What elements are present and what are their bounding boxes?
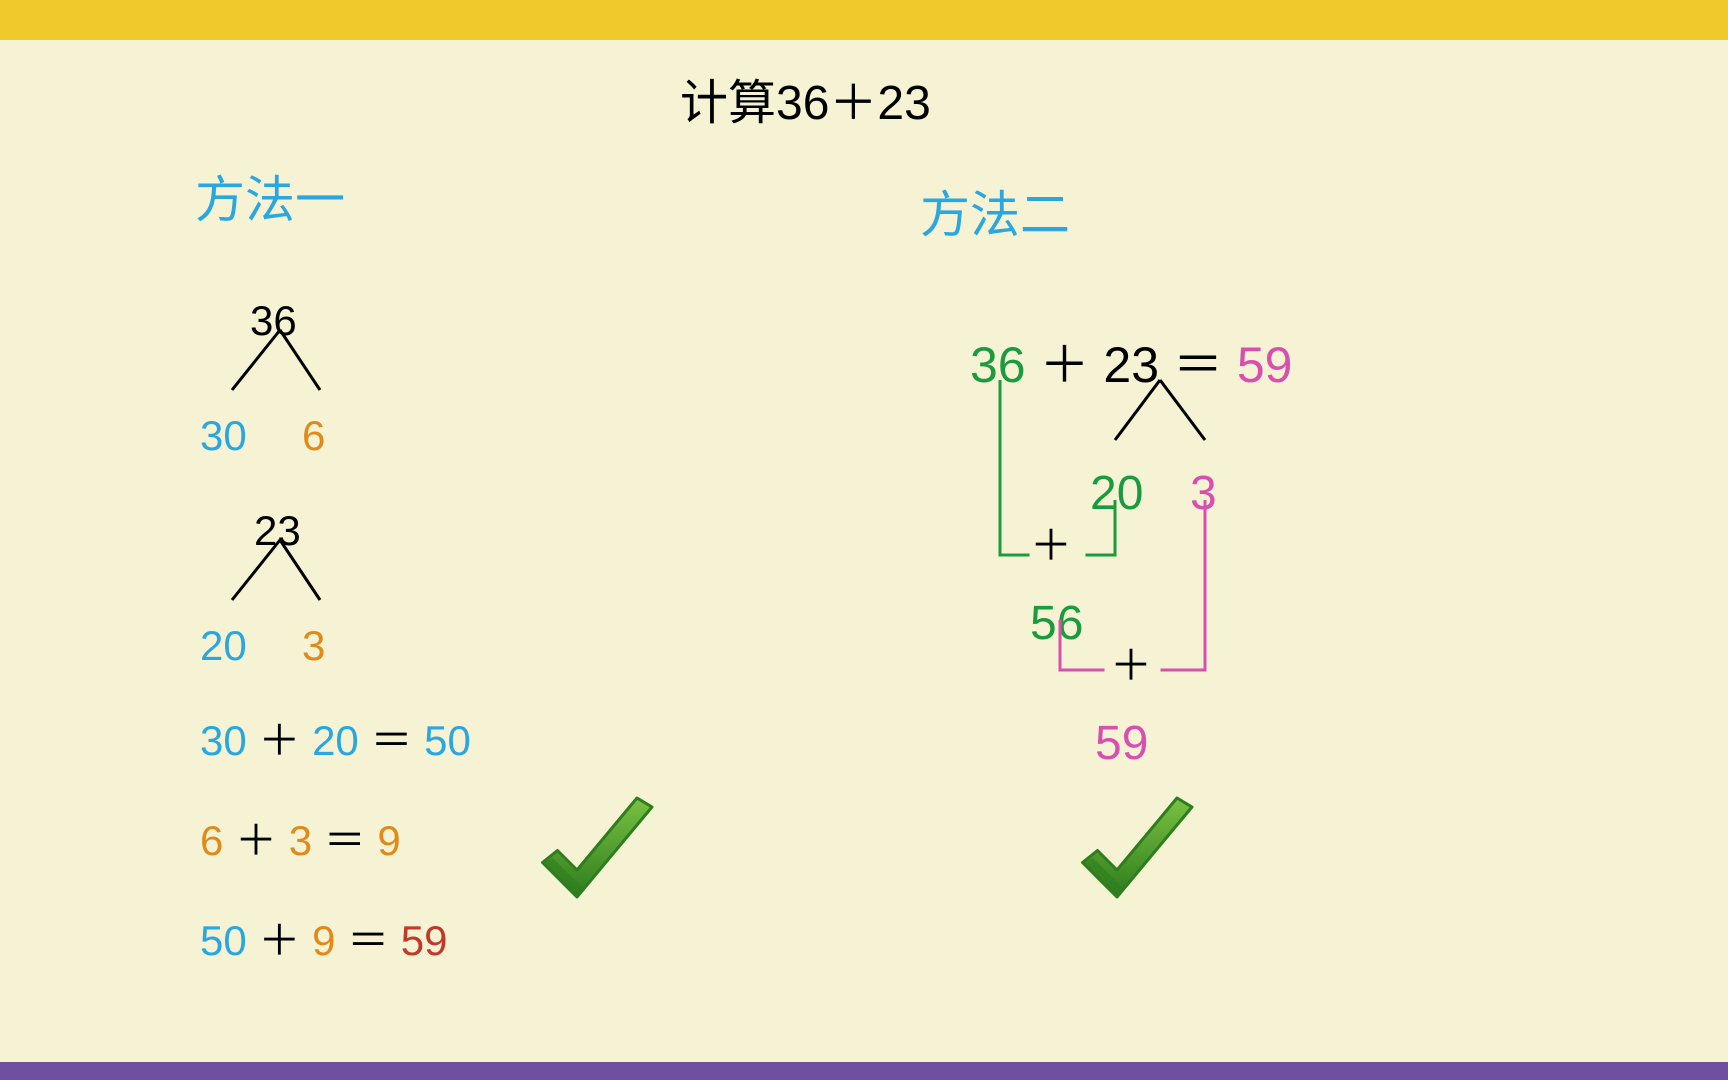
m2-bracket-magenta [0, 0, 1728, 1080]
page-root: 计算36＋23 方法一 36 30 6 23 20 3 30 ＋ 20 ＝ 50… [0, 0, 1728, 1080]
m2-magenta-result: 59 [1095, 720, 1148, 768]
m2-magenta-plus: ＋ [1110, 645, 1152, 687]
checkmark-icon [1060, 780, 1210, 930]
